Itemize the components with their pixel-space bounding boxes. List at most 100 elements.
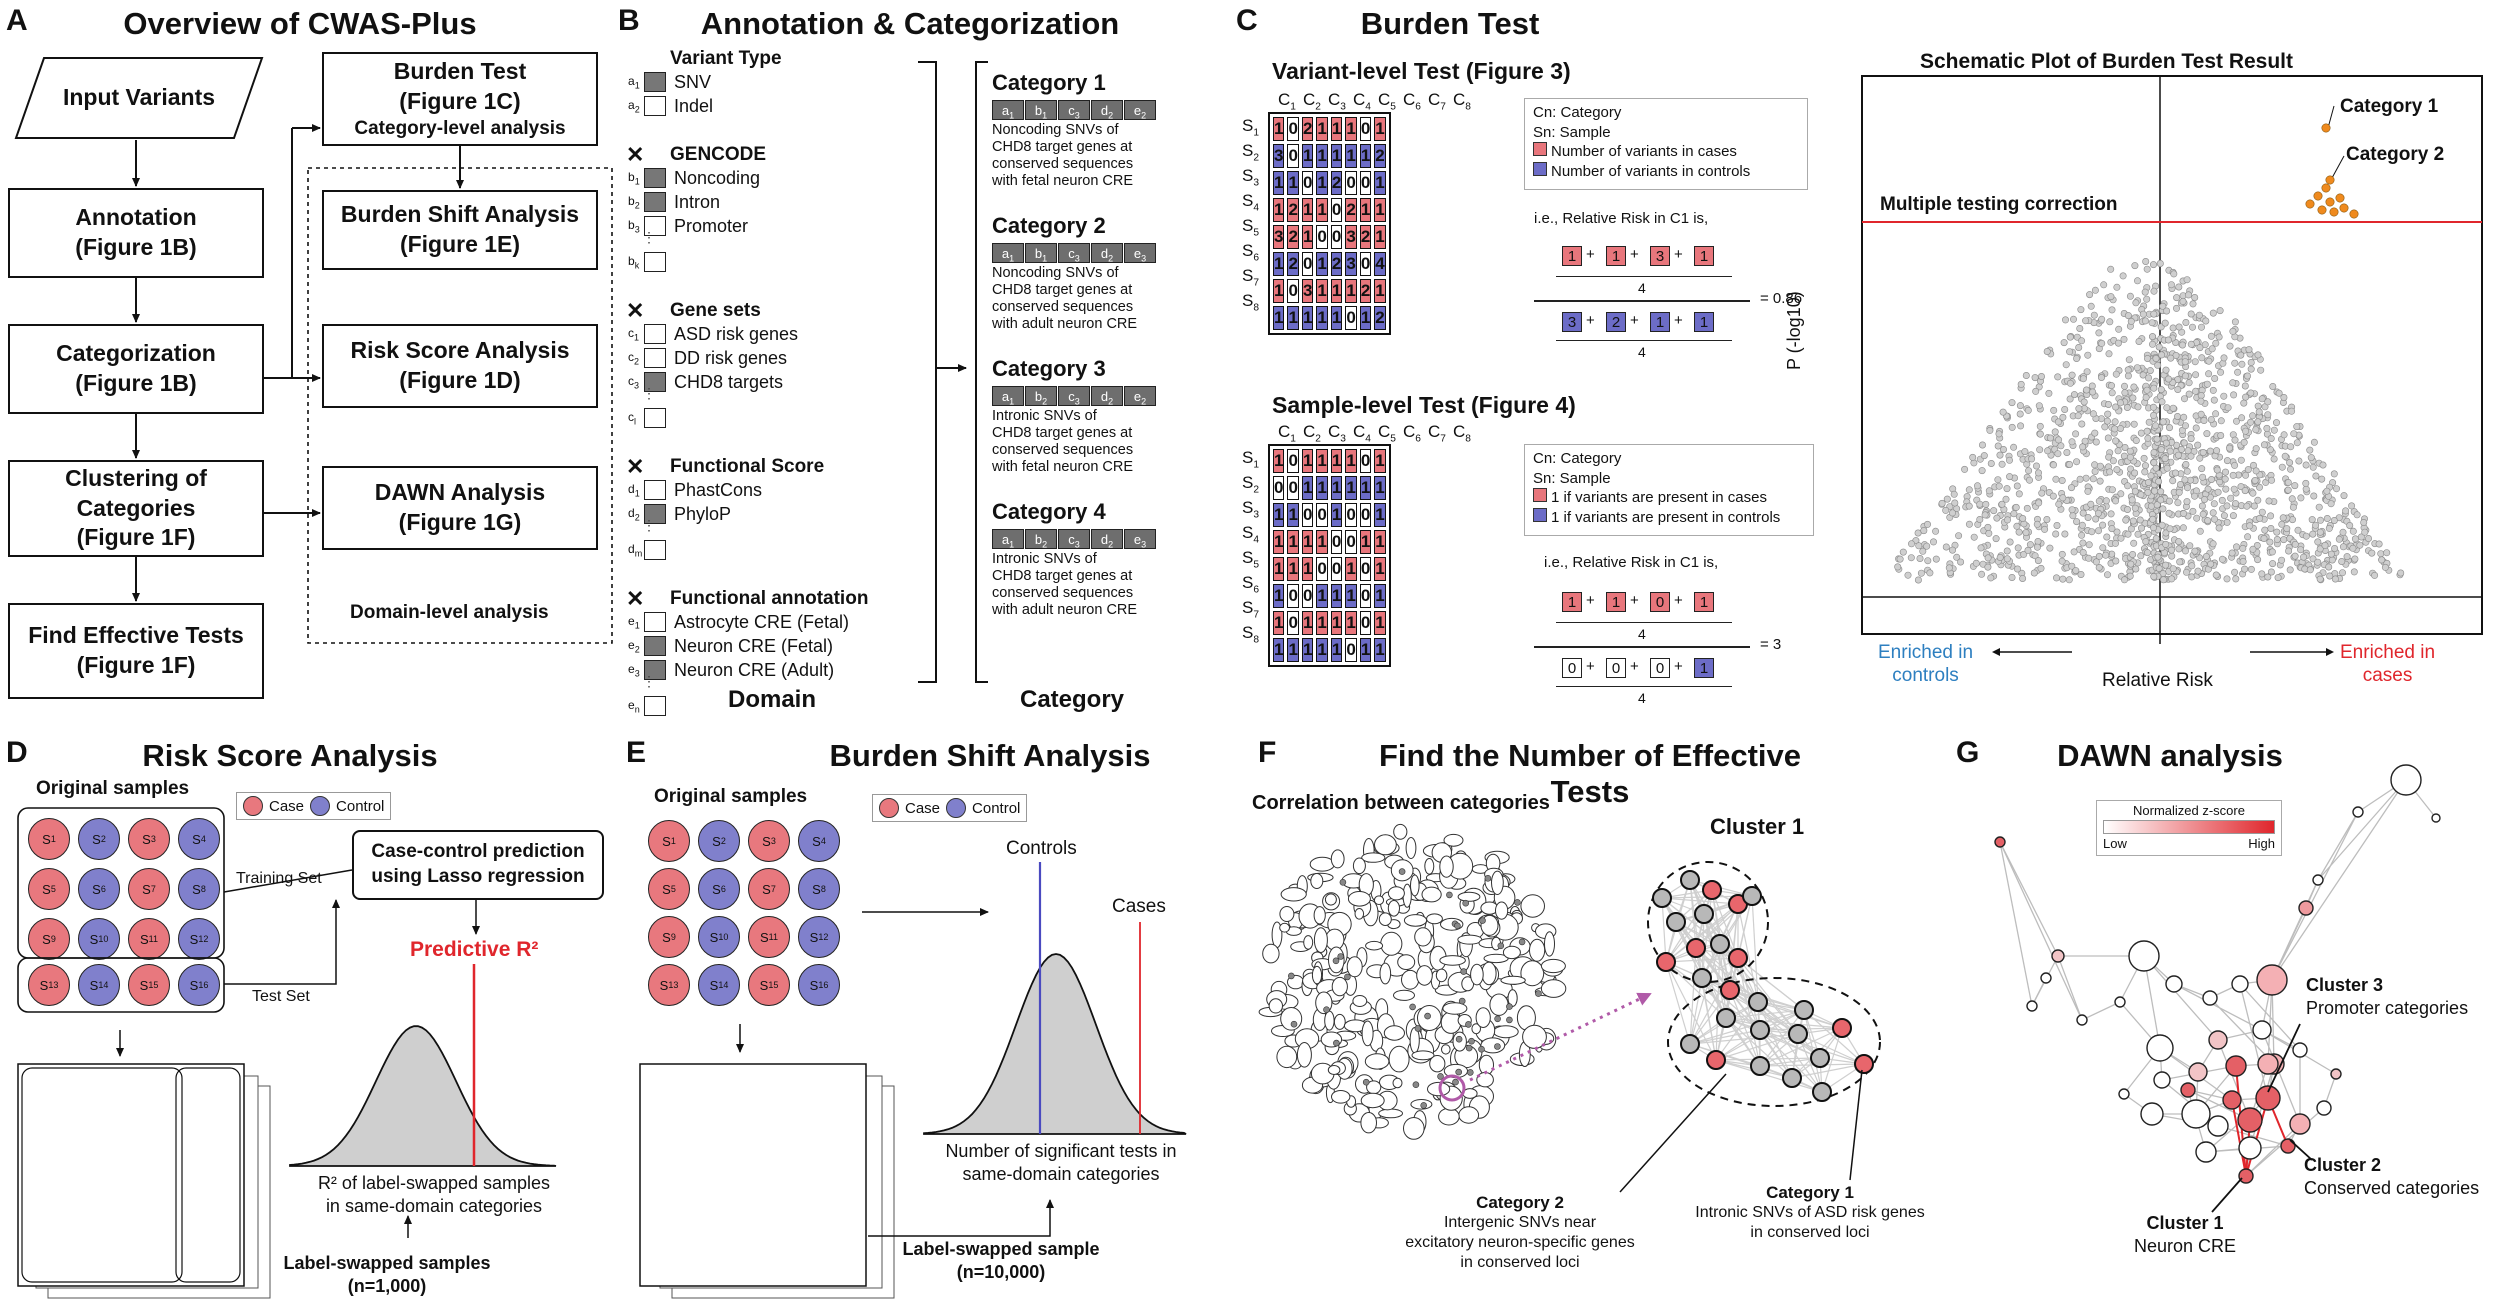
grid-cell: 1 bbox=[1330, 476, 1343, 500]
category-node bbox=[1401, 969, 1420, 990]
grid-cell: 1 bbox=[1374, 279, 1386, 303]
network-node bbox=[2238, 1168, 2254, 1184]
grid-cell: 1 bbox=[1330, 449, 1343, 473]
category-node bbox=[1442, 1002, 1468, 1015]
network-node bbox=[2118, 1088, 2130, 1100]
grid-cell: 3 bbox=[1273, 144, 1285, 168]
control-swatch bbox=[1533, 161, 1547, 176]
grid-cell: 1 bbox=[1273, 171, 1285, 195]
grid-cell: 1 bbox=[1273, 279, 1285, 303]
grid-cell: 1 bbox=[1301, 306, 1314, 330]
domain-item-label: PhastCons bbox=[674, 480, 763, 500]
category-chip: d2 bbox=[1091, 386, 1123, 407]
category-node-dark bbox=[1518, 938, 1526, 946]
grid-cell: 1 bbox=[1330, 144, 1343, 168]
sample-legend: Cn: Category Sn: Sample 1 if variants ar… bbox=[1524, 444, 1814, 536]
category-node bbox=[1435, 968, 1448, 983]
category-node bbox=[1346, 956, 1363, 978]
grid-cell: 1 bbox=[1273, 638, 1285, 662]
data-point bbox=[2105, 400, 2113, 408]
data-point bbox=[1932, 555, 1940, 563]
grid-cell: 1 bbox=[1273, 530, 1285, 554]
grid-col-label: C3 bbox=[1328, 90, 1346, 113]
category-node bbox=[1421, 886, 1442, 903]
category-node bbox=[1296, 1042, 1312, 1068]
grid-cell: 0 bbox=[1287, 611, 1299, 635]
grid-cell: 0 bbox=[1287, 279, 1299, 303]
plus-sign: + bbox=[1630, 246, 1639, 263]
legend1-ctrl: Number of variants in controls bbox=[1551, 162, 1751, 180]
plot-frame bbox=[1861, 75, 2483, 635]
grid-cell: 1 bbox=[1316, 638, 1328, 662]
grid-col-label: C4 bbox=[1353, 422, 1371, 445]
network-node bbox=[2195, 1141, 2217, 1163]
cluster-node bbox=[1706, 1050, 1726, 1070]
grid-cell: 0 bbox=[1301, 503, 1314, 527]
data-point bbox=[2068, 484, 2076, 492]
domain-item-box bbox=[644, 96, 666, 116]
category-name: Category 2 bbox=[992, 213, 1106, 238]
r2-histogram bbox=[289, 1025, 557, 1167]
category-node bbox=[1333, 1013, 1346, 1030]
domain-item-label: DD risk genes bbox=[674, 348, 788, 368]
domain-item-id: e3 bbox=[628, 662, 640, 679]
clustering-ref: (Figure 1F) bbox=[76, 524, 196, 551]
cluster-node bbox=[1728, 948, 1748, 968]
grid-cell: 1 bbox=[1345, 611, 1357, 635]
grid-cell: 1 bbox=[1374, 225, 1386, 249]
variant-legend: Cn: Category Sn: Sample Number of varian… bbox=[1524, 98, 1808, 190]
category-node bbox=[1262, 943, 1280, 964]
category-node-dark bbox=[1479, 917, 1486, 924]
cluster-node bbox=[1680, 870, 1700, 890]
category-node bbox=[1387, 886, 1405, 901]
category-node-dark bbox=[1424, 1012, 1431, 1020]
category-node bbox=[1365, 940, 1384, 951]
grid-cell: 2 bbox=[1374, 306, 1386, 330]
training-line bbox=[223, 869, 353, 893]
domain-label: Domain bbox=[728, 686, 817, 713]
cross-icon: ✕ bbox=[626, 454, 645, 479]
grid-cell: 1 bbox=[1345, 476, 1357, 500]
sample-level-title: Sample-level Test (Figure 4) bbox=[1272, 392, 1576, 418]
grid-cell: 1 bbox=[1316, 306, 1328, 330]
plus-sign: + bbox=[1674, 312, 1683, 329]
grid-cell: 1 bbox=[1301, 225, 1314, 249]
grid-col-label: C5 bbox=[1378, 422, 1396, 445]
grid-row-label: S1 bbox=[1242, 448, 1260, 471]
formula-line-sub bbox=[1556, 276, 1732, 277]
grid-row-label: S1 bbox=[1242, 116, 1260, 139]
grid-row-label: S5 bbox=[1242, 548, 1260, 571]
data-point bbox=[2143, 265, 2151, 273]
domain-item-label: Intron bbox=[674, 192, 721, 212]
category-node bbox=[1440, 1011, 1462, 1034]
data-point bbox=[2014, 565, 2022, 573]
grid-cell: 1 bbox=[1316, 530, 1328, 554]
formula-variant: 1 +1 +3 +1 4 = 0.86 3 +2 +1 +1 4 bbox=[1534, 236, 1824, 366]
legend1-case-row: Number of variants in cases bbox=[1533, 142, 1799, 162]
panel-c-letter: C bbox=[1236, 4, 1258, 37]
formula-cell: 1 bbox=[1694, 246, 1714, 266]
grid-cell: 1 bbox=[1273, 449, 1285, 473]
category-chip: b2 bbox=[1025, 529, 1057, 550]
category-desc: Noncoding SNVs of bbox=[992, 265, 1119, 281]
domain-item-box bbox=[644, 540, 666, 560]
legend2-ctrl: 1 if variants are present in controls bbox=[1551, 508, 1781, 526]
network-node bbox=[2255, 1085, 2281, 1111]
grid-cell: 1 bbox=[1345, 279, 1357, 303]
grid-cell: 1 bbox=[1345, 117, 1357, 141]
category-node-dark bbox=[1462, 899, 1469, 907]
formula-div-top: 4 bbox=[1638, 280, 1646, 296]
legend2-sn: Sn: Sample bbox=[1533, 469, 1611, 487]
cluster-node bbox=[1692, 968, 1712, 988]
grid-cell: 0 bbox=[1287, 476, 1299, 500]
category-node-dark bbox=[1465, 1021, 1472, 1028]
domain-group-head: Gene sets bbox=[670, 300, 761, 321]
category-node-dark bbox=[1467, 1069, 1474, 1076]
category-node bbox=[1458, 1106, 1480, 1124]
grid-cell: 1 bbox=[1301, 530, 1314, 554]
cross-icon: ✕ bbox=[626, 586, 645, 611]
grid-cell: 0 bbox=[1359, 252, 1372, 276]
grid-row-label: S2 bbox=[1242, 473, 1260, 496]
